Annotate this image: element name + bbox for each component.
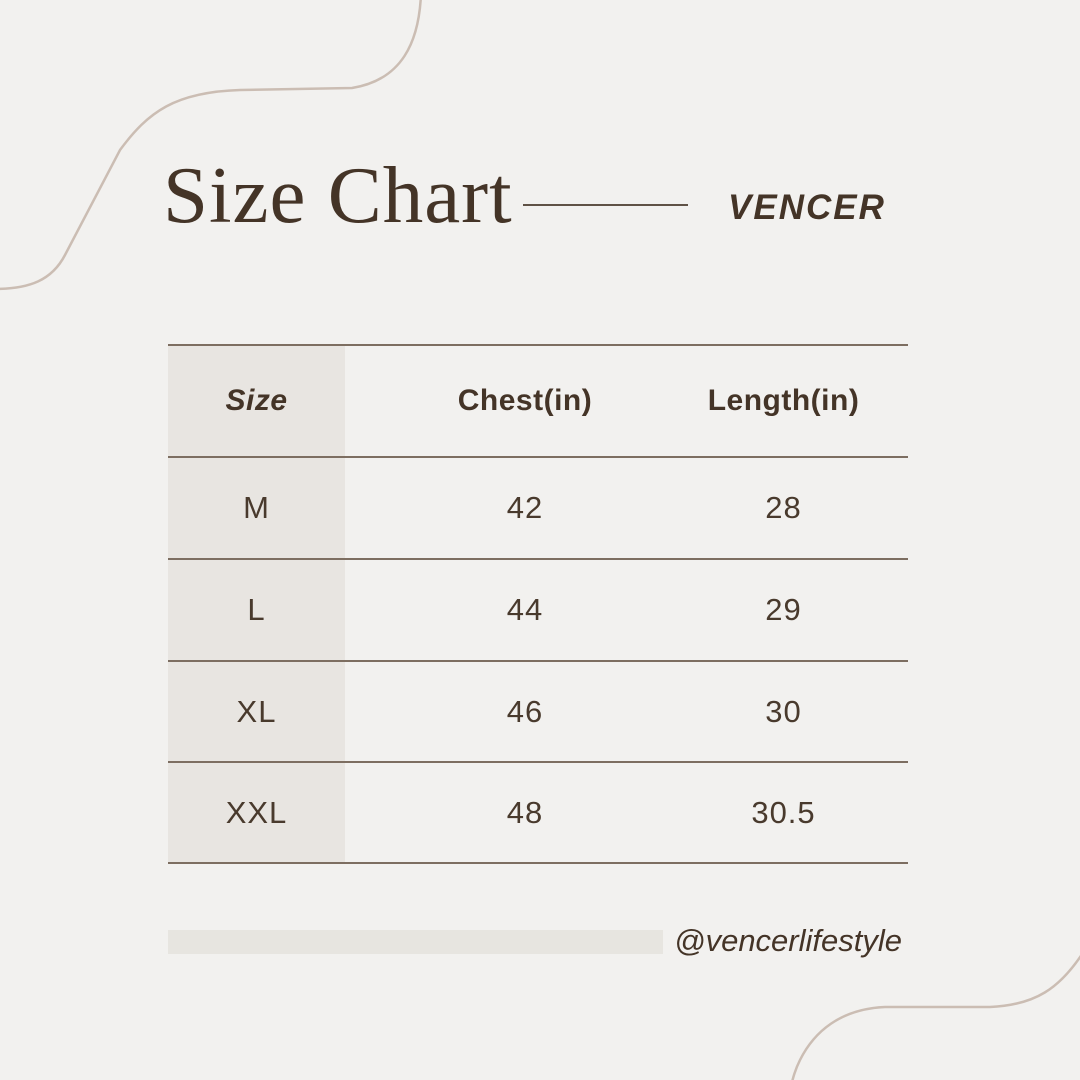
decorative-curve-top-left bbox=[0, 0, 422, 291]
footer-accent-bar bbox=[168, 930, 663, 954]
column-header-length: Length(in) bbox=[707, 384, 860, 417]
column-header-size: Size bbox=[168, 346, 345, 456]
length-value: 30.5 bbox=[751, 794, 816, 830]
length-value: 28 bbox=[765, 490, 802, 525]
table-row: L 44 29 bbox=[168, 560, 908, 662]
title-divider-line bbox=[523, 204, 688, 206]
size-label: M bbox=[168, 458, 345, 558]
length-value: 30 bbox=[765, 693, 802, 729]
chest-value: 48 bbox=[506, 794, 544, 830]
page-title: Size Chart bbox=[163, 150, 513, 240]
size-label: L bbox=[168, 560, 345, 660]
table-header-row: Size Chest(in) Length(in) bbox=[168, 344, 908, 458]
table-row: XL 46 30 bbox=[168, 662, 908, 763]
column-header-chest: Chest(in) bbox=[457, 384, 593, 417]
chest-value: 46 bbox=[506, 693, 544, 729]
table-row: M 42 28 bbox=[168, 458, 908, 560]
decorative-curve-bottom-right bbox=[791, 954, 1080, 1080]
size-label: XL bbox=[168, 662, 345, 761]
chest-value: 42 bbox=[506, 490, 544, 525]
size-table: Size Chest(in) Length(in) M 42 28 L 44 2… bbox=[168, 344, 908, 864]
size-label: XXL bbox=[168, 763, 345, 862]
chest-value: 44 bbox=[506, 592, 544, 627]
social-handle: @vencerlifestyle bbox=[674, 923, 902, 958]
table-row: XXL 48 30.5 bbox=[168, 763, 908, 864]
length-value: 29 bbox=[765, 592, 802, 627]
brand-name: VENCER bbox=[728, 188, 886, 227]
